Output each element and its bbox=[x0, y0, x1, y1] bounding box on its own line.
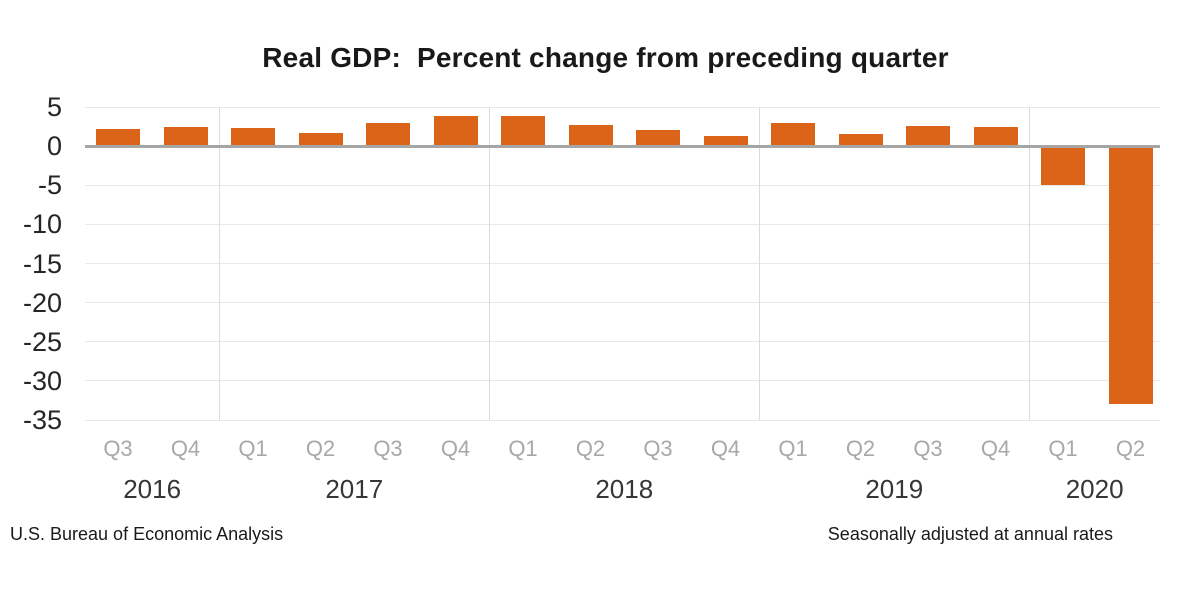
x-axis-quarter-labels: Q3 Q4 Q1 Q2 Q3 Q4 Q1 Q2 Q3 Q4 Q1 Q2 Q3 Q4 Q1 Q2 bbox=[85, 436, 1160, 462]
y-tick-label: -25 bbox=[22, 326, 62, 357]
quarter-label: Q4 bbox=[710, 436, 741, 461]
quarter-label: Q1 bbox=[778, 436, 808, 461]
gridline--25 bbox=[85, 341, 1160, 343]
bar-2016-Q3 bbox=[96, 128, 140, 147]
bar-2020-Q2 bbox=[1108, 146, 1153, 404]
quarter-label: Q4 bbox=[440, 436, 471, 461]
bar-2019-Q2 bbox=[838, 134, 883, 147]
bar-2017-Q2 bbox=[298, 132, 343, 147]
bar-2016-Q4 bbox=[163, 126, 208, 147]
source-note: U.S. Bureau of Economic Analysis bbox=[10, 524, 284, 544]
quarter-label: Q3 bbox=[643, 436, 673, 461]
bar-2019-Q3 bbox=[906, 125, 950, 147]
y-tick-label: -5 bbox=[37, 170, 62, 201]
quarter-label: Q3 bbox=[103, 436, 133, 461]
y-tick-label: -30 bbox=[22, 365, 62, 396]
quarter-label: Q2 bbox=[575, 436, 606, 461]
year-separator bbox=[1029, 107, 1031, 420]
bar-2019-Q1 bbox=[771, 123, 815, 147]
adjustment-note: Seasonally adjusted at annual rates bbox=[827, 524, 1113, 544]
gridline-5 bbox=[85, 106, 1160, 108]
gridline--30 bbox=[85, 380, 1160, 382]
year-label-2018: 2018 bbox=[595, 474, 654, 504]
year-separator bbox=[219, 107, 221, 420]
y-tick-label: 5 bbox=[46, 92, 62, 122]
year-label-2016: 2016 bbox=[123, 474, 182, 504]
gridline--10 bbox=[85, 223, 1160, 225]
y-tick-label: -20 bbox=[22, 287, 62, 318]
bar-2017-Q1 bbox=[231, 128, 275, 147]
quarter-label: Q2 bbox=[305, 436, 336, 461]
plot-area bbox=[85, 106, 1160, 421]
quarter-label: Q1 bbox=[508, 436, 538, 461]
quarter-label: Q2 bbox=[1115, 436, 1146, 461]
x-axis-year-labels: 2016 2017 2018 2019 2020 bbox=[85, 474, 1160, 504]
bar-2018-Q2 bbox=[568, 124, 613, 147]
quarter-label: Q4 bbox=[980, 436, 1011, 461]
year-label-2020: 2020 bbox=[1065, 474, 1124, 504]
bar-2018-Q4 bbox=[703, 135, 748, 147]
bar-2018-Q3 bbox=[636, 129, 680, 147]
chart-title: Real GDP: Percent change from preceding … bbox=[262, 42, 949, 73]
quarter-label: Q4 bbox=[170, 436, 201, 461]
year-separator bbox=[489, 107, 491, 420]
bar-2017-Q3 bbox=[366, 123, 410, 147]
bar-2019-Q4 bbox=[973, 127, 1018, 147]
bar-2020-Q1 bbox=[1041, 146, 1085, 186]
y-tick-label: -10 bbox=[22, 209, 62, 240]
quarter-label: Q2 bbox=[845, 436, 876, 461]
year-separator bbox=[759, 107, 761, 420]
year-label-2019: 2019 bbox=[865, 474, 924, 504]
gridline--15 bbox=[85, 263, 1160, 264]
y-tick-label: 0 bbox=[46, 131, 62, 162]
gridline--20 bbox=[85, 302, 1160, 304]
year-label-2017: 2017 bbox=[325, 474, 384, 504]
quarter-label: Q3 bbox=[373, 436, 403, 461]
gridline--35 bbox=[85, 419, 1160, 421]
bar-2018-Q1 bbox=[501, 116, 545, 147]
y-axis: 5 0 -5 -10 -15 -20 -25 -30 -35 bbox=[0, 0, 62, 593]
quarter-label: Q1 bbox=[238, 436, 268, 461]
quarter-label: Q3 bbox=[913, 436, 943, 461]
quarter-label: Q1 bbox=[1048, 436, 1078, 461]
bar-2017-Q4 bbox=[433, 115, 478, 147]
gridline--5 bbox=[85, 184, 1160, 186]
y-tick-label: -15 bbox=[22, 248, 62, 279]
y-tick-label: -35 bbox=[22, 405, 62, 435]
zero-axis-line bbox=[85, 145, 1160, 149]
